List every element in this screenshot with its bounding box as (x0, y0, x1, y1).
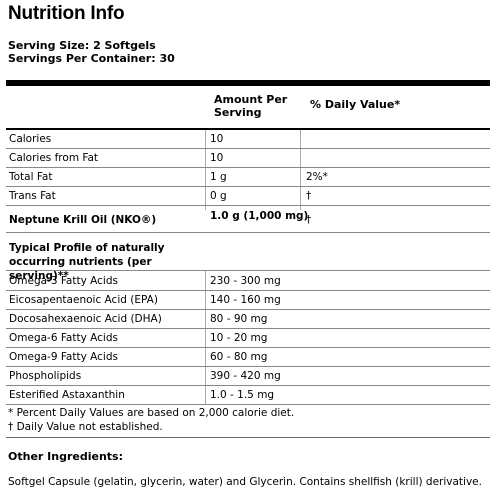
row-divider (6, 290, 490, 291)
page-title: Nutrition Info (8, 3, 125, 24)
row-divider (6, 366, 490, 367)
row-divider (6, 385, 490, 386)
row-divider (6, 167, 490, 168)
row-divider (6, 404, 490, 405)
profile-nutrient-amount: 390 - 420 mg (210, 370, 281, 382)
krill-dv: † (306, 214, 312, 226)
other-ingredients-text: Softgel Capsule (gelatin, glycerin, wate… (8, 476, 482, 488)
nutrient-name: Calories (9, 133, 52, 145)
nutrient-dv: † (306, 190, 312, 202)
header-rule (6, 128, 490, 130)
nutrient-name: Total Fat (9, 171, 53, 183)
amount-header: Amount Per Serving (214, 93, 288, 119)
servings-per-container: Servings Per Container: 30 (8, 52, 175, 65)
nutrient-name: Calories from Fat (9, 152, 99, 164)
row-divider (6, 232, 490, 233)
row-divider (6, 186, 490, 187)
table-top-rule (6, 80, 490, 86)
krill-name: Neptune Krill Oil (NKO®) (9, 214, 157, 226)
footnote-dagger: † Daily Value not established. (8, 421, 163, 433)
profile-nutrient-name: Esterified Astaxanthin (9, 389, 125, 401)
profile-nutrient-name: Omega-6 Fatty Acids (9, 332, 118, 344)
row-divider (6, 270, 490, 271)
profile-nutrient-amount: 1.0 - 1.5 mg (210, 389, 275, 401)
table-bottom-rule (6, 437, 490, 438)
row-divider (6, 205, 490, 206)
profile-nutrient-amount: 140 - 160 mg (210, 294, 281, 306)
krill-amount: 1.0 g (1,000 mg) (210, 210, 309, 222)
serving-size: Serving Size: 2 Softgels (8, 39, 156, 52)
nutrient-amount: 0 g (210, 190, 227, 202)
profile-nutrient-name: Omega-9 Fatty Acids (9, 351, 118, 363)
column-divider (205, 270, 206, 404)
nutrient-dv: 2%* (306, 171, 328, 183)
profile-nutrient-amount: 10 - 20 mg (210, 332, 268, 344)
profile-heading: Typical Profile of naturally occurring n… (9, 242, 165, 282)
row-divider (6, 328, 490, 329)
profile-nutrient-name: Omega-3 Fatty Acids (9, 275, 118, 287)
nutrient-amount: 1 g (210, 171, 227, 183)
profile-nutrient-amount: 60 - 80 mg (210, 351, 268, 363)
profile-nutrient-name: Phospholipids (9, 370, 82, 382)
dv-header: % Daily Value* (310, 98, 401, 111)
profile-nutrient-name: Docosahexaenoic Acid (DHA) (9, 313, 162, 325)
nutrient-name: Trans Fat (9, 190, 56, 202)
other-ingredients-heading: Other Ingredients: (8, 450, 123, 463)
profile-nutrient-amount: 80 - 90 mg (210, 313, 268, 325)
profile-nutrient-amount: 230 - 300 mg (210, 275, 281, 287)
column-divider (300, 130, 301, 210)
column-divider (205, 130, 206, 210)
row-divider (6, 309, 490, 310)
nutrient-amount: 10 (210, 133, 224, 145)
nutrient-amount: 10 (210, 152, 224, 164)
profile-nutrient-name: Eicosapentaenoic Acid (EPA) (9, 294, 158, 306)
row-divider (6, 148, 490, 149)
row-divider (6, 347, 490, 348)
footnote-pct: * Percent Daily Values are based on 2,00… (8, 407, 295, 419)
